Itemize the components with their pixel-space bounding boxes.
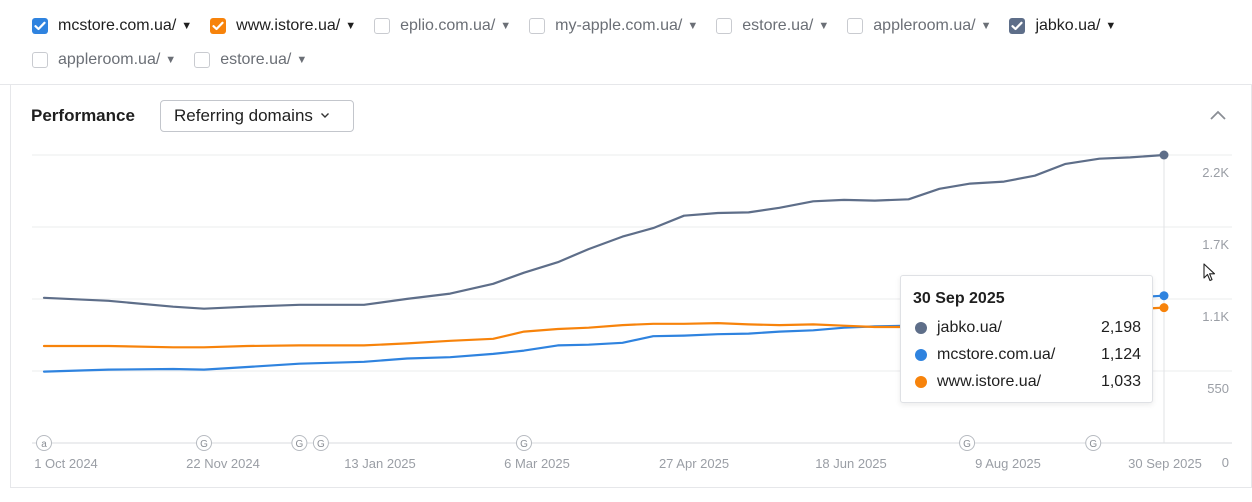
series-end-point xyxy=(1159,291,1169,301)
y-tick-label: 1.1K xyxy=(1202,309,1229,324)
series-end-point xyxy=(1159,303,1169,313)
panel-title: Performance xyxy=(31,106,135,125)
caret-down-icon[interactable]: ▼ xyxy=(500,20,512,32)
x-tick-label: 9 Aug 2025 xyxy=(975,456,1041,471)
y-tick-label: 0 xyxy=(1222,455,1229,470)
checkbox-unchecked-icon[interactable] xyxy=(529,18,546,34)
caret-down-icon[interactable]: ▼ xyxy=(687,20,699,32)
filter-label: appleroom.ua/ xyxy=(873,17,976,34)
filter-label: www.istore.ua/ xyxy=(236,17,341,34)
filter-item-eplio[interactable]: eplio.com.ua/ ▼ xyxy=(374,14,511,38)
filter-label: jabko.ua/ xyxy=(1035,17,1101,34)
tooltip-series-name: jabko.ua/ xyxy=(937,319,1002,336)
caret-down-icon[interactable]: ▼ xyxy=(296,54,308,66)
x-tick-label: 1 Oct 2024 xyxy=(34,456,98,471)
caret-down-icon[interactable]: ▼ xyxy=(980,20,992,32)
caret-down-icon[interactable]: ▼ xyxy=(181,20,193,32)
chart-tooltip: 30 Sep 2025 jabko.ua/ 2,198 mcstore.com.… xyxy=(900,275,1153,403)
event-marker xyxy=(516,435,532,451)
checkbox-unchecked-icon[interactable] xyxy=(32,52,48,68)
caret-down-icon[interactable]: ▼ xyxy=(818,20,830,32)
metric-dropdown[interactable]: Referring domains xyxy=(160,100,354,132)
checkbox-unchecked-icon[interactable] xyxy=(716,18,733,34)
series-end-point xyxy=(1159,150,1169,160)
filter-item-my-apple[interactable]: my-apple.com.ua/ ▼ xyxy=(529,14,698,38)
event-marker xyxy=(312,435,329,451)
event-marker xyxy=(291,435,308,451)
filter-label: eplio.com.ua/ xyxy=(400,17,496,34)
y-tick-label: 550 xyxy=(1207,381,1229,396)
filter-row-1: mcstore.com.ua/ ▼ www.istore.ua/ ▼ eplio… xyxy=(32,14,1134,38)
tooltip-row-mcstore: mcstore.com.ua/ 1,124 xyxy=(915,345,1141,365)
event-marker-label: G xyxy=(295,439,303,450)
legend-dot xyxy=(915,322,927,334)
checkbox-unchecked-icon[interactable] xyxy=(374,18,391,34)
event-marker-label: a xyxy=(41,439,47,450)
checkbox-checked-icon[interactable] xyxy=(1009,18,1026,34)
x-tick-label: 27 Apr 2025 xyxy=(659,456,729,471)
tooltip-series-name: www.istore.ua/ xyxy=(937,373,1042,390)
tooltip-series-value: 2,198 xyxy=(1100,319,1141,336)
tooltip-row-jabko: jabko.ua/ 2,198 xyxy=(915,318,1141,338)
filter-label: estore.ua/ xyxy=(742,17,814,34)
tooltip-series-name: mcstore.com.ua/ xyxy=(937,346,1056,363)
event-marker-label: G xyxy=(963,439,971,450)
checkbox-checked-icon[interactable] xyxy=(210,18,227,34)
event-marker-label: G xyxy=(1089,439,1097,450)
checkbox-checked-icon[interactable] xyxy=(32,18,48,34)
filter-item-estore[interactable]: estore.ua/ ▼ xyxy=(716,14,829,38)
event-marker-label: G xyxy=(200,439,208,450)
x-tick-label: 13 Jan 2025 xyxy=(344,456,416,471)
metric-dropdown-label: Referring domains xyxy=(174,106,313,125)
filter-label: mcstore.com.ua/ xyxy=(58,17,177,34)
chevron-down-icon xyxy=(320,110,330,122)
competitor-filters: mcstore.com.ua/ ▼ www.istore.ua/ ▼ eplio… xyxy=(0,0,1252,84)
tooltip-series-value: 1,124 xyxy=(1100,346,1141,363)
divider xyxy=(0,84,1252,85)
event-marker xyxy=(959,435,976,451)
x-tick-label: 22 Nov 2024 xyxy=(186,456,260,471)
filter-item-estore-2[interactable]: estore.ua/ ▼ xyxy=(194,48,307,72)
event-marker-label: G xyxy=(520,439,528,450)
event-marker xyxy=(196,435,212,451)
x-tick-label: 30 Sep 2025 xyxy=(1128,456,1202,471)
filter-label: my-apple.com.ua/ xyxy=(555,17,683,34)
caret-down-icon[interactable]: ▼ xyxy=(1105,20,1117,32)
series-line xyxy=(42,153,1166,310)
legend-dot xyxy=(915,349,927,361)
collapse-chevron-up-icon[interactable] xyxy=(1208,108,1228,124)
event-marker xyxy=(36,435,52,451)
mouse-pointer-icon xyxy=(1203,263,1217,288)
filter-item-appleroom-2[interactable]: appleroom.ua/ ▼ xyxy=(32,48,176,72)
checkbox-unchecked-icon[interactable] xyxy=(847,18,864,34)
tooltip-series-value: 1,033 xyxy=(1100,373,1141,390)
event-marker xyxy=(1085,435,1102,451)
y-tick-label: 2.2K xyxy=(1202,165,1229,180)
tooltip-row-istore: www.istore.ua/ 1,033 xyxy=(915,372,1141,392)
y-tick-label: 1.7K xyxy=(1202,237,1229,252)
filter-item-mcstore[interactable]: mcstore.com.ua/ ▼ xyxy=(32,14,192,38)
filter-label: appleroom.ua/ xyxy=(58,51,161,68)
event-marker-label: G xyxy=(317,439,325,450)
filter-item-jabko[interactable]: jabko.ua/ ▼ xyxy=(1009,14,1116,38)
filter-item-appleroom[interactable]: appleroom.ua/ ▼ xyxy=(847,14,991,38)
caret-down-icon[interactable]: ▼ xyxy=(165,54,177,66)
filter-item-istore[interactable]: www.istore.ua/ ▼ xyxy=(210,14,356,38)
filter-label: estore.ua/ xyxy=(220,51,292,68)
checkbox-unchecked-icon[interactable] xyxy=(194,52,211,68)
tooltip-date: 30 Sep 2025 xyxy=(913,290,1005,307)
caret-down-icon[interactable]: ▼ xyxy=(345,20,357,32)
legend-dot xyxy=(915,376,927,388)
filter-row-2: appleroom.ua/ ▼ estore.ua/ ▼ xyxy=(32,48,325,72)
x-tick-label: 6 Mar 2025 xyxy=(504,456,570,471)
x-tick-label: 18 Jun 2025 xyxy=(815,456,887,471)
